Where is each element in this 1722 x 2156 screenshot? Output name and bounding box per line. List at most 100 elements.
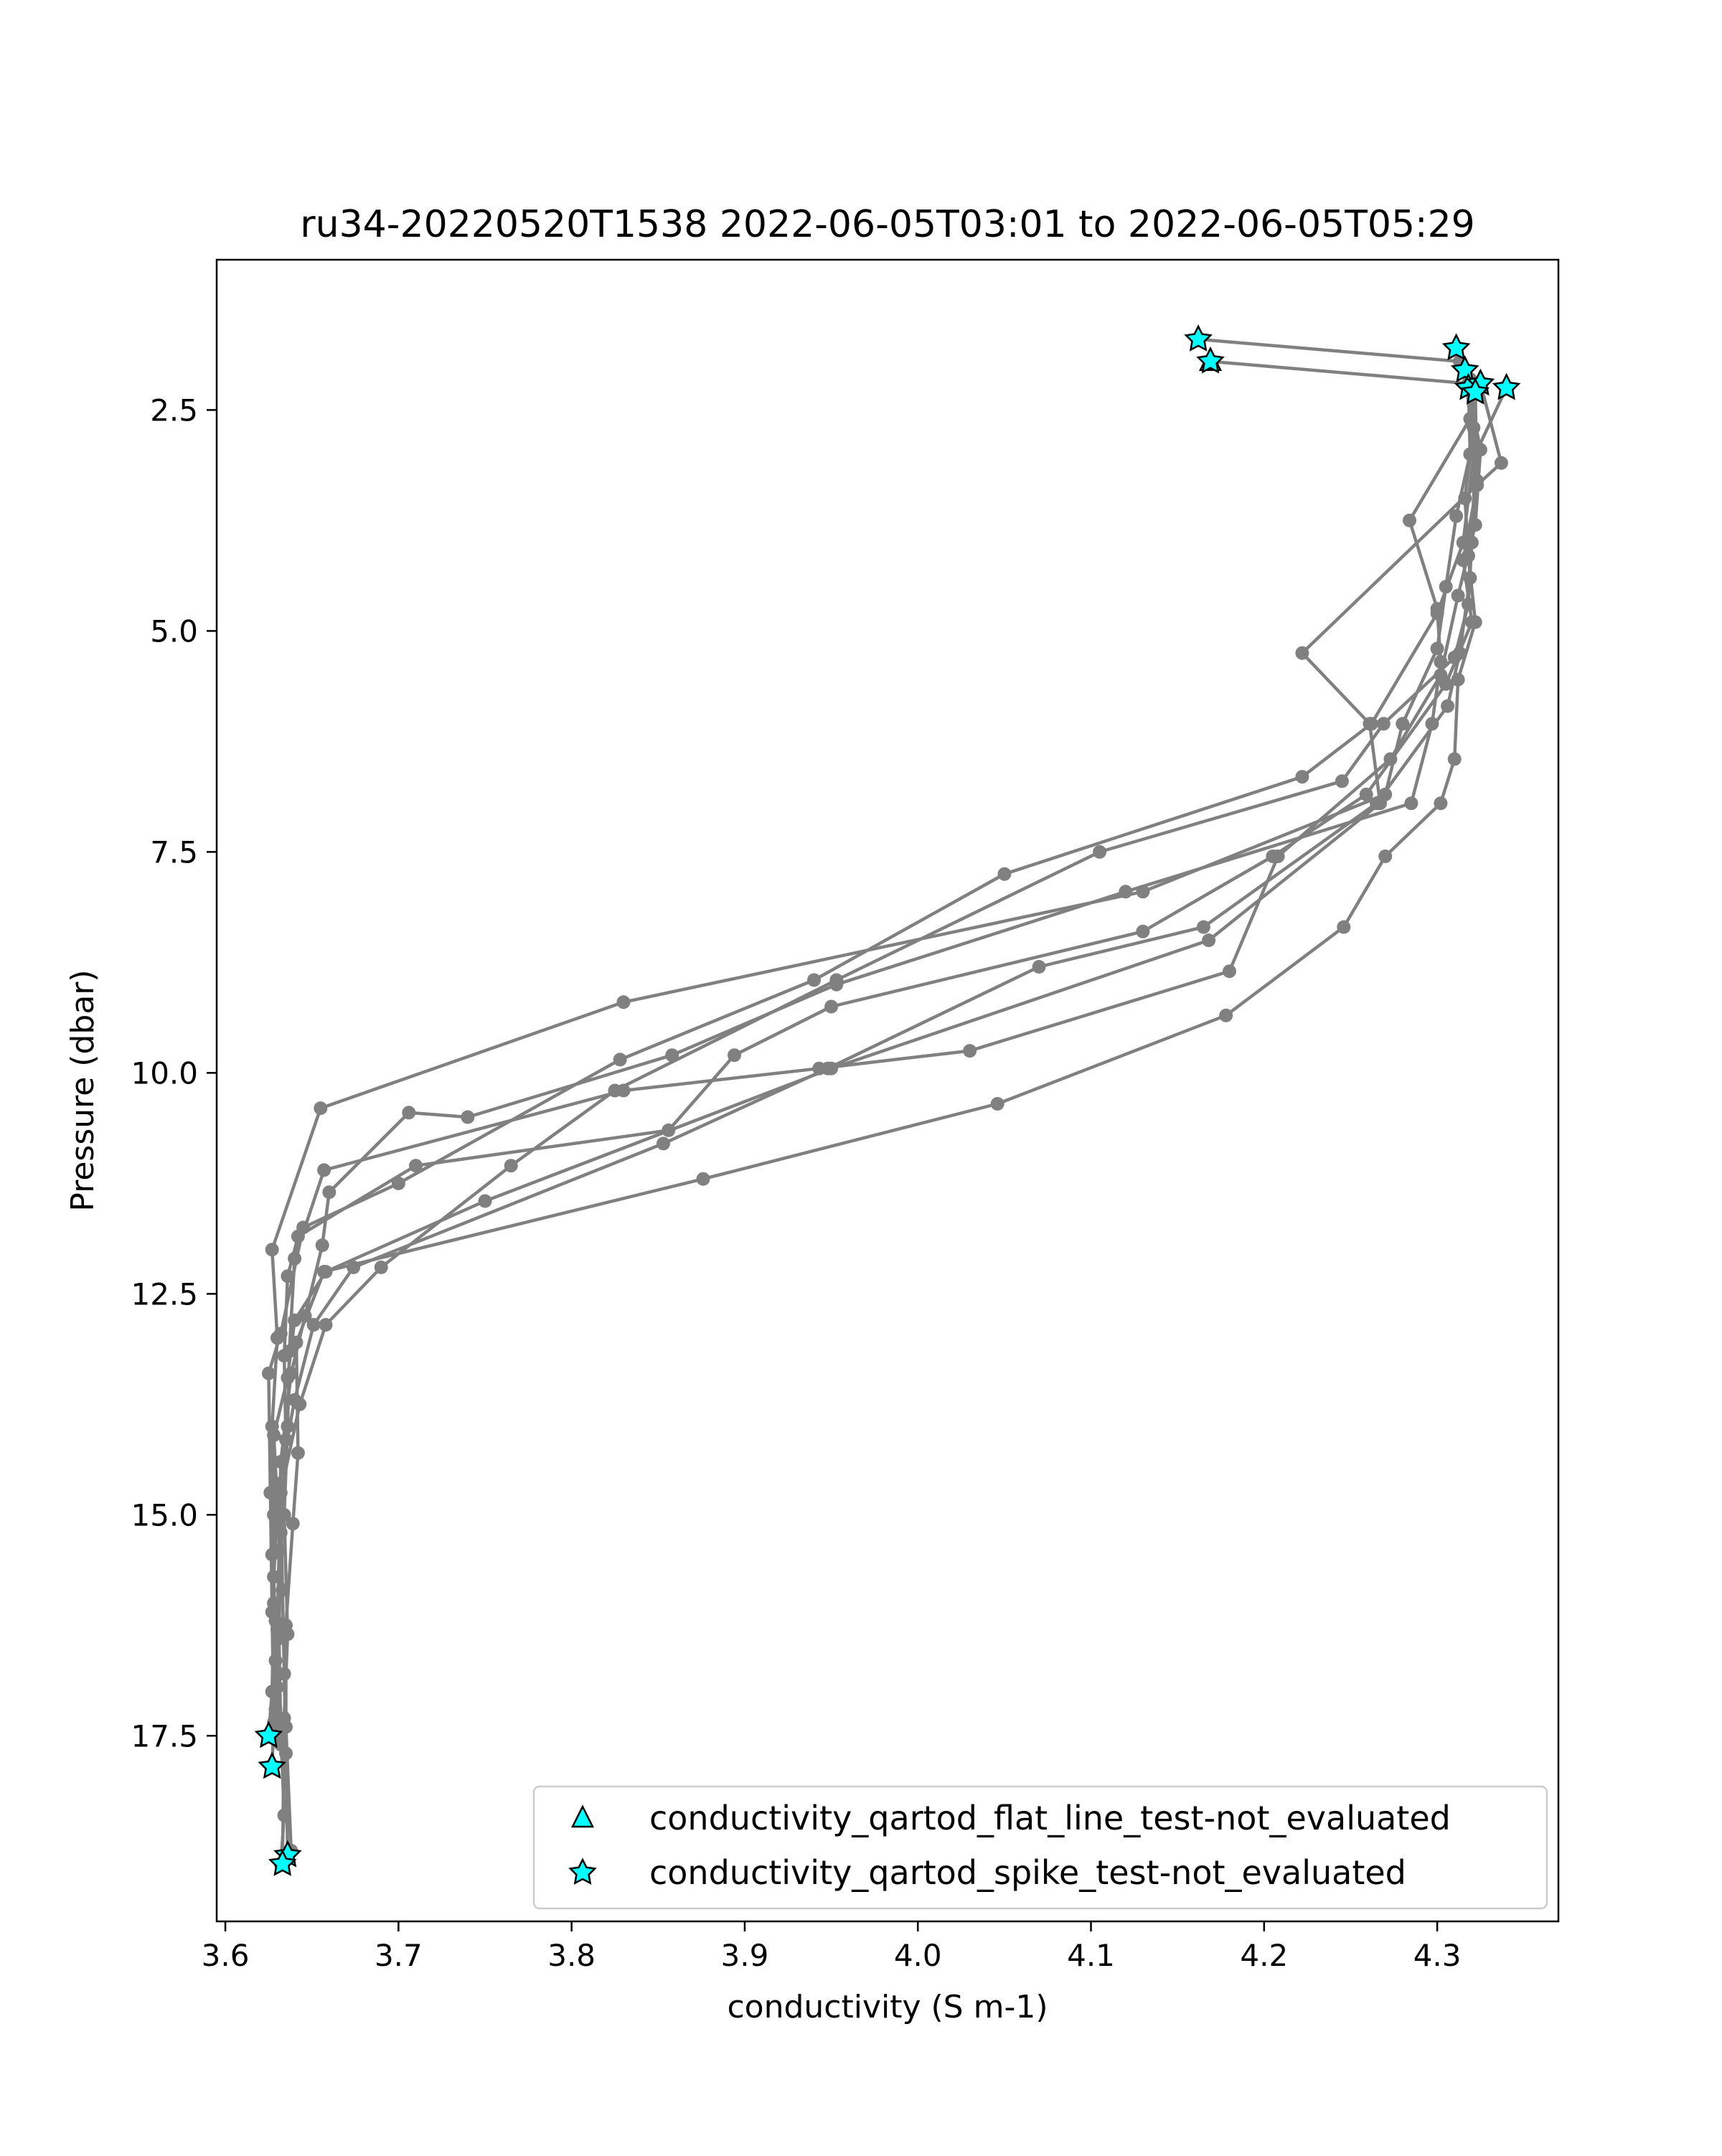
data-point bbox=[268, 1702, 283, 1716]
data-point bbox=[279, 1720, 293, 1734]
data-point bbox=[616, 1083, 631, 1098]
y-axis: 2.5 5.0 7.5 10.0 12.5 15.0 17.5 bbox=[131, 392, 217, 1753]
data-point bbox=[1271, 849, 1285, 863]
data-point bbox=[812, 1061, 827, 1075]
spike-flag-marker bbox=[1441, 333, 1471, 361]
data-point bbox=[1373, 796, 1387, 811]
data-point bbox=[267, 1428, 281, 1442]
data-point bbox=[314, 1101, 328, 1116]
x-tick-label: 3.8 bbox=[547, 1938, 596, 1973]
x-tick-label: 3.6 bbox=[202, 1938, 250, 1973]
data-point bbox=[616, 995, 631, 1009]
x-tick-label: 4.1 bbox=[1067, 1938, 1115, 1973]
data-layer bbox=[254, 324, 1521, 1876]
data-point bbox=[1425, 717, 1439, 731]
data-point bbox=[1335, 774, 1349, 789]
x-tick-label: 3.9 bbox=[721, 1938, 769, 1973]
data-point bbox=[1219, 1008, 1233, 1022]
profile-line-6 bbox=[281, 387, 1482, 1864]
data-point bbox=[807, 973, 821, 987]
y-tick-label: 17.5 bbox=[131, 1718, 198, 1753]
profile-line-4 bbox=[272, 379, 1476, 1741]
x-tick-label: 4.3 bbox=[1413, 1938, 1462, 1973]
data-point bbox=[315, 1238, 329, 1253]
data-point bbox=[665, 1048, 679, 1063]
data-point bbox=[1404, 796, 1418, 811]
data-point bbox=[696, 1172, 710, 1186]
profile-line-1 bbox=[267, 359, 1476, 1767]
spike-flag-marker bbox=[1450, 355, 1479, 382]
data-point bbox=[1451, 588, 1465, 603]
data-point bbox=[317, 1265, 331, 1279]
plot-frame bbox=[215, 258, 1560, 1923]
data-point bbox=[1032, 960, 1046, 974]
y-tick-label: 15.0 bbox=[131, 1497, 198, 1533]
data-point bbox=[1223, 964, 1236, 979]
profile-line-5 bbox=[270, 392, 1479, 1745]
data-point bbox=[270, 1623, 284, 1637]
data-point bbox=[1378, 849, 1393, 863]
data-point bbox=[1434, 796, 1448, 811]
data-point bbox=[1136, 924, 1150, 938]
data-point bbox=[1441, 699, 1455, 713]
data-point bbox=[286, 1517, 300, 1531]
profile-line-3 bbox=[277, 382, 1503, 1865]
data-point bbox=[317, 1163, 331, 1177]
profile-line-8 bbox=[273, 369, 1472, 1710]
chart-title: ru34-20220520T1538 2022-06-05T03:01 to 2… bbox=[300, 203, 1474, 246]
data-point bbox=[990, 1097, 1004, 1111]
legend-label-spike: conductivity_qartod_spike_test-not_evalu… bbox=[649, 1853, 1406, 1892]
spike-flag-marker bbox=[258, 1751, 286, 1779]
data-point bbox=[281, 1269, 295, 1284]
spike-flag-marker bbox=[1461, 377, 1490, 405]
spike-flag-marker bbox=[1492, 372, 1521, 400]
data-point bbox=[1363, 717, 1377, 731]
data-point bbox=[270, 1494, 284, 1509]
data-point bbox=[322, 1185, 337, 1200]
data-point bbox=[997, 867, 1012, 881]
y-tick-label: 10.0 bbox=[131, 1055, 198, 1091]
data-point bbox=[1494, 456, 1508, 470]
y-tick-label: 2.5 bbox=[150, 392, 198, 428]
x-tick-label: 3.7 bbox=[375, 1938, 423, 1973]
data-point bbox=[1434, 655, 1448, 669]
data-point bbox=[298, 1309, 312, 1323]
data-point bbox=[1430, 641, 1444, 656]
data-point bbox=[1337, 920, 1351, 934]
data-point bbox=[1468, 615, 1482, 629]
data-point bbox=[1403, 513, 1416, 527]
data-point bbox=[1295, 646, 1309, 660]
profile-line-0 bbox=[267, 337, 1472, 1736]
legend-marker-flat-line bbox=[570, 1804, 595, 1828]
y-tick-label: 12.5 bbox=[131, 1276, 198, 1312]
data-point bbox=[657, 1136, 670, 1151]
data-point bbox=[409, 1159, 423, 1173]
data-point bbox=[829, 977, 844, 992]
data-point bbox=[1451, 672, 1465, 687]
y-tick-label: 7.5 bbox=[150, 834, 198, 870]
data-point bbox=[291, 1446, 305, 1460]
data-point bbox=[1196, 920, 1210, 934]
data-point bbox=[265, 1243, 279, 1257]
data-point bbox=[306, 1318, 321, 1332]
data-point bbox=[1449, 509, 1464, 523]
data-point bbox=[261, 1366, 276, 1380]
x-tick-label: 4.2 bbox=[1240, 1938, 1288, 1973]
data-point bbox=[273, 1454, 288, 1469]
data-point bbox=[1359, 787, 1373, 801]
data-point bbox=[963, 1044, 977, 1058]
data-point bbox=[272, 1543, 286, 1558]
data-point bbox=[1463, 412, 1477, 426]
data-point bbox=[1119, 885, 1133, 899]
data-point bbox=[1093, 844, 1107, 859]
y-tick-label: 5.0 bbox=[150, 613, 198, 649]
data-point bbox=[1376, 717, 1391, 731]
data-point bbox=[1453, 646, 1467, 660]
legend-box bbox=[532, 1785, 1548, 1910]
data-point bbox=[1470, 474, 1485, 488]
data-point bbox=[402, 1106, 416, 1120]
data-point bbox=[1202, 933, 1216, 948]
data-point bbox=[1447, 752, 1462, 766]
